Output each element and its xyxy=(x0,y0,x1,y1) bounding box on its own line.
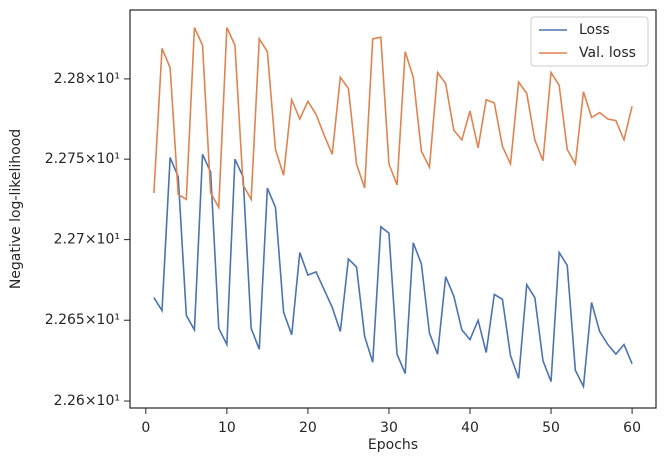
legend-label: Loss xyxy=(579,22,610,38)
x-tick-label: 30 xyxy=(380,420,398,436)
y-axis-label: Negative log-likelihood xyxy=(8,129,24,289)
x-axis-label: Epochs xyxy=(368,437,418,453)
x-tick-label: 50 xyxy=(542,420,560,436)
y-tick-label: 2.28×10¹ xyxy=(54,71,120,87)
series-line xyxy=(153,27,633,211)
y-tick-label: 2.265×10¹ xyxy=(45,312,120,328)
y-tick-label: 2.27×10¹ xyxy=(54,232,120,248)
x-tick-label: 20 xyxy=(299,420,317,436)
series-line xyxy=(153,154,633,390)
y-tick-label: 2.275×10¹ xyxy=(45,151,120,167)
x-tick-label: 0 xyxy=(141,420,150,436)
legend-label: Val. loss xyxy=(579,45,636,61)
plot-frame xyxy=(129,9,657,409)
x-tick-label: 40 xyxy=(461,420,479,436)
x-tick-label: 10 xyxy=(218,420,236,436)
x-tick-label: 60 xyxy=(623,420,641,436)
y-tick-label: 2.26×10¹ xyxy=(54,393,120,409)
